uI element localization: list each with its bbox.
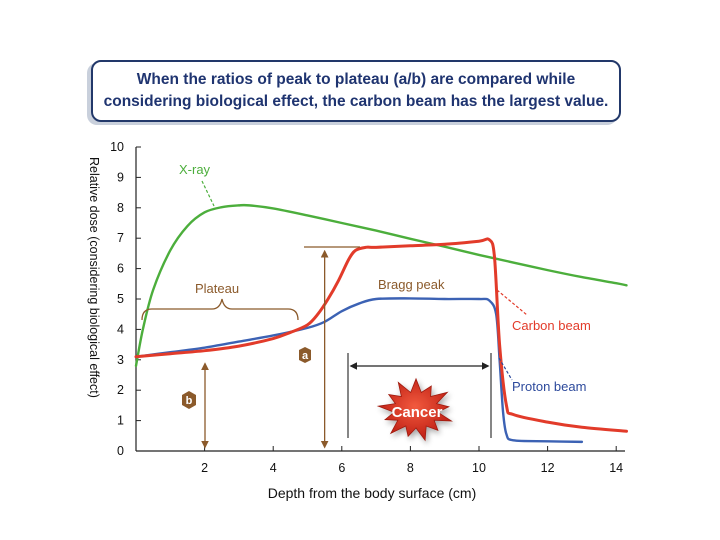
- x-tick-label: 12: [541, 461, 555, 475]
- title-banner: When the ratios of peak to plateau (a/b)…: [91, 60, 621, 122]
- a-marker-hexagon: [299, 347, 311, 363]
- x-tick-label: 8: [407, 461, 414, 475]
- x-tick-label: 4: [270, 461, 277, 475]
- proton-beam-label: Proton beam: [512, 379, 586, 394]
- plateau-label: Plateau: [195, 281, 239, 296]
- y-tick-label: 5: [117, 292, 124, 306]
- y-tick-label: 6: [117, 262, 124, 276]
- bragg-peak-label: Bragg peak: [378, 277, 445, 292]
- banner-line-2: considering biological effect, the carbo…: [103, 93, 609, 110]
- x-tick-label: 14: [609, 461, 623, 475]
- xray-pointer: [201, 180, 215, 207]
- annotations: X-ray Plateau Bragg peak a b Cancer Carb…: [141, 162, 591, 449]
- xray-label: X-ray: [179, 162, 211, 177]
- cancer-label: Cancer: [392, 404, 443, 421]
- y-tick-label: 2: [117, 383, 124, 397]
- carbon-beam-label: Carbon beam: [512, 318, 591, 333]
- series-line-proton-beam: [134, 297, 584, 444]
- b-marker-label: b: [186, 395, 193, 407]
- y-tick-label: 0: [117, 444, 124, 458]
- y-tick-label: 8: [117, 201, 124, 215]
- x-tick-label: 6: [338, 461, 345, 475]
- a-marker-label: a: [302, 350, 309, 362]
- y-tick-label: 7: [117, 231, 124, 245]
- series-line-carbon-beam: [134, 237, 628, 433]
- y-tick-label: 1: [117, 414, 124, 428]
- y-tick-label: 3: [117, 353, 124, 367]
- b-marker-hexagon: [182, 391, 196, 409]
- series-group: [134, 203, 628, 444]
- x-tick-label: 2: [201, 461, 208, 475]
- banner-line-1: When the ratios of peak to plateau (a/b)…: [136, 71, 576, 88]
- y-axis-title: Relative dose (considering biological ef…: [87, 157, 101, 398]
- proton-pointer: [498, 357, 513, 381]
- cancer-burst: [376, 377, 453, 442]
- carbon-pointer: [496, 289, 528, 316]
- plateau-brace: [141, 298, 299, 321]
- y-tick-label: 10: [110, 140, 124, 154]
- y-tick-label: 9: [117, 170, 124, 184]
- series-line-x-ray: [134, 203, 628, 368]
- y-tick-label: 4: [117, 322, 124, 336]
- x-tick-label: 10: [472, 461, 486, 475]
- x-axis-title: Depth from the body surface (cm): [268, 485, 477, 501]
